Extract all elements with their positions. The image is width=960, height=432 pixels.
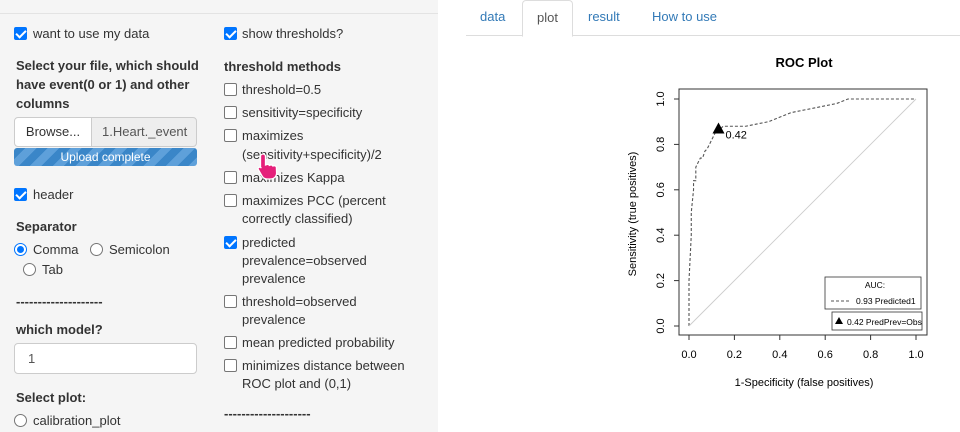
header-label: header [33, 187, 74, 202]
sidebar-top-edge [0, 0, 438, 14]
threshold-point-label: 0.42 [726, 130, 747, 142]
browse-button[interactable]: Browse... [14, 117, 92, 147]
plot-calibration-label: calibration_plot [33, 413, 121, 428]
x-tick-label: 0.2 [727, 349, 742, 361]
file-section-line-3: columns [16, 96, 70, 111]
threshold-method-label: sensitivity=specificity [242, 105, 363, 120]
threshold-method-checkbox[interactable] [224, 295, 237, 308]
show-thresholds-label: show thresholds? [242, 26, 344, 41]
threshold-method-label: mean predicted probability [242, 335, 395, 350]
chart-title: ROC Plot [775, 55, 833, 70]
x-axis-label: 1-Specificity (false positives) [735, 377, 874, 389]
separator-semicolon-label: Semicolon [109, 242, 170, 257]
y-tick-label: 0.6 [655, 182, 667, 197]
upload-progress-bar: Upload complete [14, 148, 197, 166]
threshold-method-label: threshold=observed [242, 294, 357, 309]
model-number-input[interactable]: 1 [14, 343, 197, 374]
x-tick-label: 0.8 [863, 349, 878, 361]
threshold-method-label: threshold=0.5 [242, 82, 322, 97]
threshold-method-checkbox[interactable] [224, 171, 237, 184]
threshold-method-checkbox[interactable] [224, 106, 237, 119]
threshold-method-label: (sensitivity+specificity)/2 [242, 147, 382, 162]
file-name-field[interactable]: 1.Heart._event [91, 117, 197, 147]
x-tick-label: 0.4 [772, 349, 787, 361]
threshold-method-label: prevalence=observed [242, 253, 367, 268]
tab-data[interactable]: data [480, 9, 506, 24]
y-tick-label: 1.0 [655, 91, 667, 106]
triangle-icon [835, 317, 843, 324]
x-tick-label: 0.0 [681, 349, 696, 361]
upload-status-label: Upload complete [60, 150, 151, 164]
threshold-legend-box [831, 311, 923, 331]
use-my-data-checkbox[interactable] [14, 27, 27, 40]
roc-curve-series [688, 98, 916, 326]
file-section-line-2: have event(0 or 1) and other [16, 77, 190, 92]
threshold-method-checkbox[interactable] [224, 83, 237, 96]
separator-tab-radio[interactable] [23, 263, 36, 276]
threshold-method-checkbox[interactable] [224, 236, 237, 249]
use-my-data-label: want to use my data [33, 26, 150, 41]
separator-comma-radio[interactable] [14, 243, 27, 256]
plot-select-label: Select plot: [16, 390, 87, 405]
threshold-method-label: minimizes distance between [242, 358, 405, 373]
threshold-method-label: ROC plot and (0,1) [242, 376, 352, 391]
threshold-point-marker [712, 122, 725, 134]
header-checkbox[interactable] [14, 188, 27, 201]
auc-legend-title: AUC: [865, 280, 885, 290]
plot-calibration-radio[interactable] [14, 414, 27, 427]
threshold-method-label: predicted [242, 235, 296, 250]
threshold-legend-entry: 0.42 PredPrev=Obs [847, 317, 922, 327]
separator-semicolon-radio[interactable] [90, 243, 103, 256]
y-tick-label: 0.0 [655, 318, 667, 333]
threshold-method-label: maximizes PCC (percent [242, 193, 386, 208]
model-label: which model? [16, 322, 103, 337]
divider-text: -------------------- [16, 294, 103, 309]
x-tick-label: 1.0 [908, 349, 923, 361]
x-tick-label: 0.6 [818, 349, 833, 361]
y-tick-label: 0.8 [655, 137, 667, 152]
hand-cursor-icon [257, 153, 278, 180]
tab-plot[interactable]: plot [522, 0, 573, 37]
threshold-methods-label: threshold methods [224, 59, 342, 74]
y-axis-label: Sensitivity (true positives) [627, 152, 639, 277]
divider-text-2: -------------------- [224, 406, 311, 421]
auc-legend-box [824, 276, 922, 310]
y-tick-label: 0.4 [655, 228, 667, 243]
plot-frame [678, 88, 928, 336]
threshold-method-label: prevalence [242, 271, 306, 286]
sidebar-panel: want to use my data Select your file, wh… [0, 0, 438, 432]
separator-comma-label: Comma [33, 242, 79, 257]
separator-label: Separator [16, 219, 77, 234]
threshold-method-label: maximizes [242, 128, 304, 143]
tab-how-to-use[interactable]: How to use [652, 9, 718, 24]
threshold-method-label: prevalence [242, 312, 306, 327]
threshold-method-checkbox[interactable] [224, 336, 237, 349]
separator-tab-label: Tab [42, 262, 63, 277]
main-tabs: data plot result How to use [466, 0, 960, 37]
show-thresholds-checkbox[interactable] [224, 27, 237, 40]
threshold-legend: 0.42 PredPrev=Obs [831, 311, 923, 331]
threshold-method-checkbox[interactable] [224, 129, 237, 142]
threshold-method-checkbox[interactable] [224, 194, 237, 207]
y-tick-label: 0.2 [655, 273, 667, 288]
threshold-method-checkbox[interactable] [224, 359, 237, 372]
roc-plot: ROC Plot 0.0 0.2 0.4 0.6 0.8 1.00.00.20.40.60… [627, 55, 928, 389]
diagonal-reference-line [688, 98, 917, 327]
auc-legend: AUC: 0.93 Predicted1 [824, 276, 922, 310]
threshold-method-label: correctly classified) [242, 211, 353, 226]
auc-legend-entry: 0.93 Predicted1 [856, 296, 916, 306]
file-section-line-1: Select your file, which should [16, 58, 199, 73]
tab-result[interactable]: result [588, 9, 620, 24]
axis-ticks: 0.0 0.2 0.4 0.6 0.8 1.0 0.0 0.2 0.4 0.6 0.8 1.0 [655, 91, 924, 361]
plot-lines [688, 98, 917, 327]
